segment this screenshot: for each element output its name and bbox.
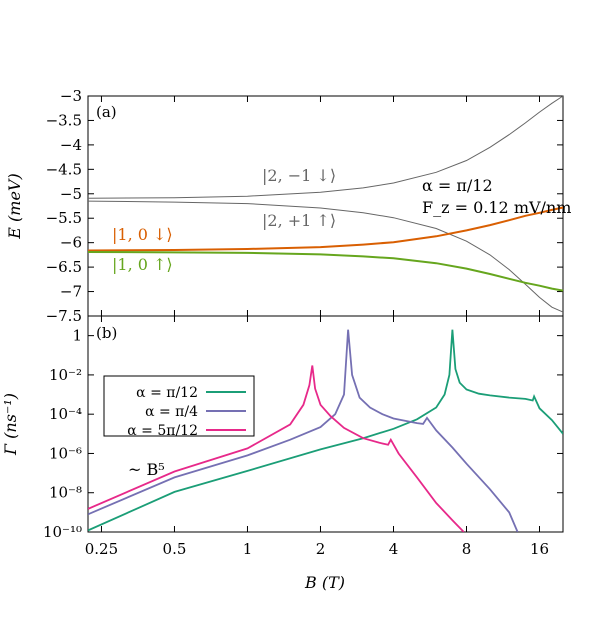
panel-a-y-tick-label: −6	[60, 234, 82, 252]
panel-b-y-tick-label: 10⁻²	[49, 366, 82, 384]
x-tick-label: 2	[316, 540, 326, 558]
legend: α = π/12 α = π/4 α = 5π/12	[103, 375, 255, 439]
panel-a-y-tick-label: −4	[60, 136, 82, 154]
panel-a-series-line	[87, 206, 564, 252]
x-axis-label: B (T)	[304, 573, 345, 592]
label-state-1-0-down: |1, 0 ↓⟩	[112, 225, 173, 244]
panel-a-lines	[87, 95, 564, 313]
panel-a-series-line	[87, 251, 564, 292]
panel-b-y-axis-label: Γ (ns⁻¹)	[1, 393, 20, 456]
legend-label: α = 5π/12	[127, 423, 198, 439]
legend-box	[103, 375, 255, 437]
panel-b-series-line	[88, 365, 465, 532]
panel-b-series-line	[88, 329, 563, 532]
panel-b: (b) 1 10⁻² 10⁻⁴ 10⁻⁶ 10⁻⁸ 10⁻¹⁰ 0.25 0.5 1 2 4 8 16…	[1, 315, 564, 592]
annotation-alpha: α = π/12	[422, 176, 493, 195]
label-state-1-0-up: |1, 0 ↑⟩	[112, 255, 173, 274]
x-tick-label: 0.5	[163, 540, 187, 558]
panel-b-x-ticks: 0.25 0.5 1 2 4 8 16	[85, 316, 549, 558]
legend-label: α = π/12	[136, 385, 198, 401]
panel-b-series-line	[88, 329, 519, 532]
x-tick-label: 0.25	[85, 540, 118, 558]
panel-a: (a) −3 −3.5 −4 −4.5 −5 −5.5 −6 −6.5 −7 −7.5 |2, −…	[5, 87, 571, 325]
panel-a-y-tick-label: −3	[60, 87, 82, 105]
x-tick-label: 16	[530, 540, 549, 558]
panel-a-series-line	[87, 95, 564, 199]
panel-a-y-tick-label: −4.5	[46, 160, 82, 178]
panel-a-y-tick-label: −3.5	[46, 111, 82, 129]
panel-a-y-tick-label: −7	[60, 283, 82, 301]
panel-b-y-tick-label: 1	[72, 327, 82, 345]
panel-a-y-axis-label: E (meV)	[5, 173, 24, 239]
x-tick-label: 8	[462, 540, 472, 558]
panel-a-y-tick-label: −7.5	[46, 307, 82, 325]
panel-b-y-ticks: 1 10⁻² 10⁻⁴ 10⁻⁶ 10⁻⁸ 10⁻¹⁰	[43, 327, 563, 541]
panel-b-frame	[87, 315, 564, 533]
panel-b-label: (b)	[96, 324, 117, 342]
panel-a-label: (a)	[96, 103, 117, 121]
panel-a-y-ticks: −3 −3.5 −4 −4.5 −5 −5.5 −6 −6.5 −7 −7.5	[46, 87, 563, 325]
panel-a-y-tick-label: −5.5	[46, 209, 82, 227]
panel-a-series-line	[87, 200, 564, 313]
x-tick-label: 4	[389, 540, 399, 558]
panel-b-y-tick-label: 10⁻⁴	[49, 405, 82, 423]
label-state-2-minus1-down: |2, −1 ↓⟩	[262, 166, 336, 185]
panel-a-y-tick-label: −5	[60, 185, 82, 203]
x-tick-label: 1	[243, 540, 253, 558]
panel-a-y-tick-label: −6.5	[46, 258, 82, 276]
label-state-2-plus1-up: |2, +1 ↑⟩	[262, 211, 336, 230]
panel-b-y-tick-label: 10⁻⁸	[49, 484, 82, 502]
legend-label: α = π/4	[145, 404, 198, 420]
panel-b-y-tick-label: 10⁻⁶	[49, 444, 82, 462]
annotation-power-law: ~ B⁵	[128, 460, 165, 479]
panel-b-lines	[88, 329, 563, 532]
annotation-field: F_z = 0.12 mV/nm	[422, 198, 571, 217]
panel-b-y-tick-label: 10⁻¹⁰	[43, 523, 82, 541]
